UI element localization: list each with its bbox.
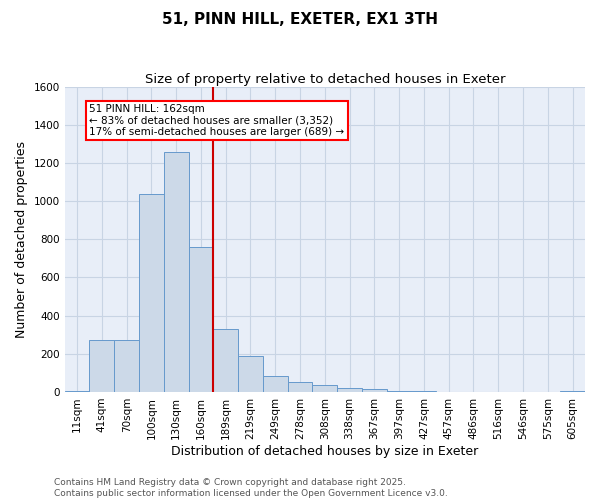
Bar [313, 386, 337, 392]
Bar [263, 376, 287, 392]
Bar [362, 389, 387, 392]
Bar [337, 388, 362, 392]
Text: Contains HM Land Registry data © Crown copyright and database right 2025.
Contai: Contains HM Land Registry data © Crown c… [54, 478, 448, 498]
Title: Size of property relative to detached houses in Exeter: Size of property relative to detached ho… [145, 72, 505, 86]
Bar [114, 340, 139, 392]
Bar [65, 391, 89, 392]
X-axis label: Distribution of detached houses by size in Exeter: Distribution of detached houses by size … [171, 444, 478, 458]
Bar [188, 247, 214, 392]
Bar [214, 329, 238, 392]
Text: 51 PINN HILL: 162sqm
← 83% of detached houses are smaller (3,352)
17% of semi-de: 51 PINN HILL: 162sqm ← 83% of detached h… [89, 104, 344, 137]
Bar [387, 391, 412, 392]
Bar [287, 382, 313, 392]
Y-axis label: Number of detached properties: Number of detached properties [15, 141, 28, 338]
Bar [164, 152, 188, 392]
Text: 51, PINN HILL, EXETER, EX1 3TH: 51, PINN HILL, EXETER, EX1 3TH [162, 12, 438, 28]
Bar [560, 391, 585, 392]
Bar [139, 194, 164, 392]
Bar [238, 356, 263, 392]
Bar [89, 340, 114, 392]
